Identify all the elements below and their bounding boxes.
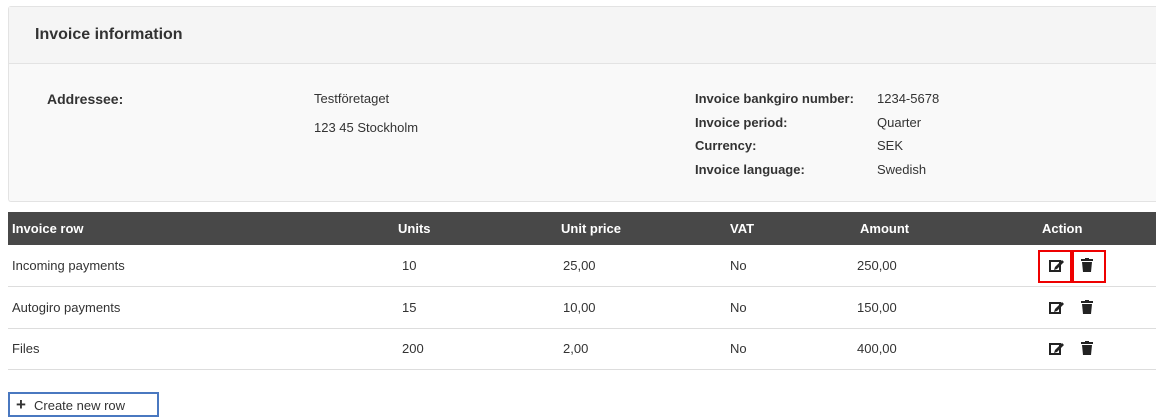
invoice-panel: Invoice information Addressee: Testföret…	[8, 6, 1156, 202]
table-cell: Files	[12, 341, 40, 356]
plus-icon: +	[16, 395, 26, 414]
column-header: Units	[398, 221, 431, 236]
table-cell: 10,00	[563, 299, 596, 315]
table-cell: 10	[402, 258, 417, 273]
detail-value: Quarter	[877, 114, 922, 130]
column-header: Invoice row	[12, 221, 84, 236]
edit-icon[interactable]	[1049, 300, 1065, 314]
table-row: Incoming payments 10 25,00 No 250,00	[8, 245, 1156, 287]
edit-icon[interactable]	[1049, 341, 1065, 355]
detail-label: Invoice language:	[695, 161, 805, 177]
highlight	[1038, 250, 1072, 283]
table-row: Files 200 2,00 No 400,00	[8, 328, 1156, 370]
address-line: Testföretaget	[314, 91, 390, 106]
column-header: Amount	[860, 221, 910, 236]
detail-value: 1234-5678	[877, 91, 940, 106]
table-cell: 250,00	[857, 258, 897, 273]
edit-icon[interactable]	[1049, 258, 1065, 272]
delete-icon[interactable]	[1081, 341, 1093, 355]
table-cell: No	[730, 299, 747, 315]
table-cell: 400,00	[857, 341, 897, 356]
table-cell: Autogiro payments	[12, 299, 121, 315]
table-header: Invoice row Units Unit price VAT Amount Actio…	[8, 212, 1156, 245]
panel-title: Invoice information	[35, 26, 183, 43]
highlight	[1072, 250, 1106, 283]
column-header: Action	[1042, 221, 1083, 236]
table-cell: No	[730, 258, 747, 273]
detail-value: SEK	[877, 138, 904, 153]
table-cell: 150,00	[857, 299, 897, 315]
delete-icon[interactable]	[1081, 258, 1093, 272]
table-cell: No	[730, 341, 747, 356]
detail-label: Invoice bankgiro number:	[695, 91, 854, 106]
delete-icon[interactable]	[1081, 299, 1093, 314]
table-cell: 15	[402, 299, 417, 315]
column-header: VAT	[730, 221, 755, 236]
table-cell: 200	[402, 341, 424, 356]
table-cell: Incoming payments	[12, 258, 125, 273]
button-label: Create new row	[34, 398, 126, 413]
create-row-button[interactable]: + Create new row	[8, 392, 159, 417]
address-line: 123 45 Stockholm	[314, 120, 419, 135]
detail-value: Swedish	[877, 161, 927, 177]
detail-label: Invoice period:	[695, 114, 788, 130]
table-cell: 25,00	[563, 258, 596, 273]
panel-header: Invoice information	[9, 7, 1156, 64]
table-cell: 2,00	[563, 341, 589, 356]
detail-label: Currency:	[695, 138, 757, 153]
table-row: Autogiro payments 15 10,00 No 150,00	[8, 287, 1156, 329]
addressee-label: Addressee:	[47, 91, 124, 107]
column-header: Unit price	[561, 221, 621, 236]
